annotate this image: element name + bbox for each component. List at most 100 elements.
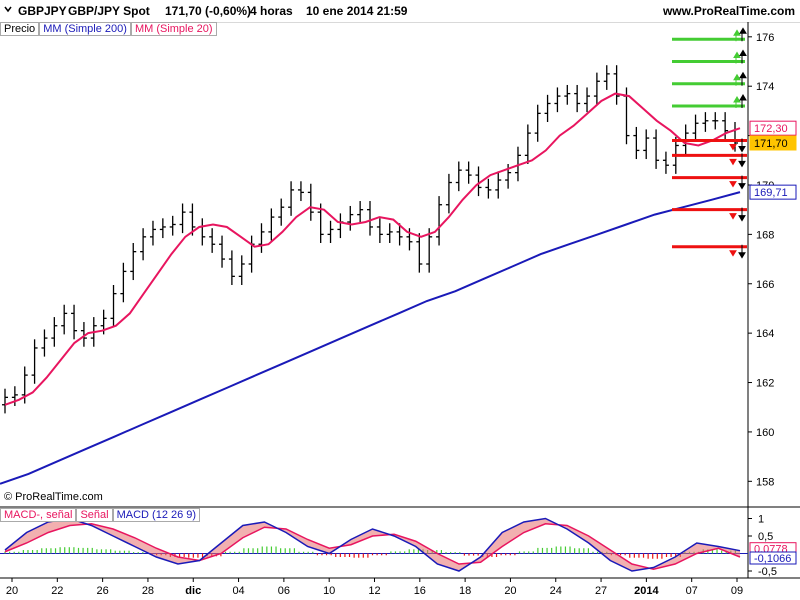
price-bar xyxy=(564,84,571,105)
y-tick-label: 166 xyxy=(756,279,774,291)
macd-y-tick-label: 1 xyxy=(758,514,764,526)
price-bar xyxy=(357,201,364,224)
main-legend: Precio MM (Simple 200) MM (Simple 20) xyxy=(0,22,217,36)
price-bar xyxy=(11,386,18,406)
x-tick-label: 20 xyxy=(6,585,18,597)
up-arrow-icon xyxy=(739,93,747,108)
price-bar xyxy=(514,146,521,182)
down-arrow-icon xyxy=(738,138,746,153)
up-arrow-icon xyxy=(739,27,747,42)
price-bar xyxy=(238,255,245,285)
x-tick-label: 04 xyxy=(232,585,244,597)
y-tick-label: 158 xyxy=(756,476,774,488)
price-bar xyxy=(426,228,433,273)
up-arrow-icon xyxy=(733,95,741,108)
description-label: GBP/JPY Spot xyxy=(68,4,150,18)
price-bar xyxy=(307,183,314,221)
down-arrow-icon xyxy=(729,213,737,220)
legend-signal[interactable]: Señal xyxy=(76,508,113,522)
macd-y-tick-label: 0,5 xyxy=(758,531,773,543)
price-bar xyxy=(593,72,600,105)
y-tick-label: 168 xyxy=(756,229,774,241)
up-arrow-icon xyxy=(739,49,747,64)
x-tick-label: 22 xyxy=(51,585,63,597)
price-bar xyxy=(297,181,304,202)
price-bar xyxy=(258,223,265,253)
price-bar xyxy=(219,235,226,268)
price-bar xyxy=(41,329,48,357)
price-tag-label: 169,71 xyxy=(754,187,788,199)
price-bar xyxy=(692,114,699,142)
legend-macd-line[interactable]: MACD (12 26 9) xyxy=(112,508,201,522)
up-arrow-icon xyxy=(739,71,747,86)
price-bar xyxy=(475,166,482,197)
price-bar xyxy=(248,235,255,273)
price-bar xyxy=(169,215,176,236)
price-tag-label: 172,30 xyxy=(754,123,788,135)
down-arrow-icon xyxy=(738,153,746,168)
price-bar xyxy=(524,124,531,164)
x-tick-label: 16 xyxy=(414,585,426,597)
price-bar xyxy=(465,161,472,184)
price-bar xyxy=(130,243,137,281)
price-bar xyxy=(189,203,196,236)
macd-y-tick-label: -0,5 xyxy=(758,566,777,578)
y-tick-label: 174 xyxy=(756,81,774,93)
price-bar xyxy=(702,112,709,132)
x-tick-label: 2014 xyxy=(634,585,659,597)
price-bar xyxy=(278,198,285,226)
price-bar xyxy=(662,151,669,174)
price-bar xyxy=(386,223,393,244)
datetime-label: 10 ene 2014 21:59 xyxy=(306,4,408,18)
legend-ma20[interactable]: MM (Simple 20) xyxy=(130,22,217,36)
x-tick-label: 28 xyxy=(142,585,154,597)
price-bar xyxy=(159,218,166,239)
price-bar xyxy=(376,218,383,244)
price-bar xyxy=(110,284,117,327)
x-tick-label: 10 xyxy=(323,585,335,597)
price-bar xyxy=(534,104,541,142)
site-label[interactable]: www.ProRealTime.com xyxy=(662,4,795,18)
price-tag-ma20 xyxy=(749,120,797,136)
price-bar xyxy=(327,220,334,244)
signal-tag-label: -0,1066 xyxy=(754,553,791,565)
price-bar xyxy=(544,94,551,123)
price-bar xyxy=(445,173,452,214)
legend-macd-minus[interactable]: MACD-, señal xyxy=(0,508,77,522)
price-tag-label: 171,70 xyxy=(754,138,788,150)
price-bar xyxy=(80,322,87,347)
price-bar xyxy=(31,339,38,384)
down-arrow-icon xyxy=(729,181,737,188)
price-bar xyxy=(613,65,620,105)
price-bar xyxy=(199,218,206,246)
ma200-line xyxy=(0,191,741,485)
up-arrow-icon xyxy=(733,51,741,64)
price-bar xyxy=(120,262,127,303)
symbol-label[interactable]: GBPJPY xyxy=(18,4,67,18)
signal-tag xyxy=(749,551,797,565)
price-bar xyxy=(149,220,156,246)
price-bar xyxy=(347,205,354,231)
x-tick-label: 06 xyxy=(278,585,290,597)
macd-histogram xyxy=(4,546,737,559)
x-tick-label: 27 xyxy=(595,585,607,597)
price-bar xyxy=(416,233,423,273)
legend-ma200[interactable]: MM (Simple 200) xyxy=(39,22,131,36)
chevron-icon[interactable] xyxy=(3,4,13,16)
legend-price[interactable]: Precio xyxy=(0,22,40,36)
x-tick-label: 20 xyxy=(504,585,516,597)
up-arrow-icon xyxy=(733,29,741,42)
price-bar xyxy=(603,65,610,90)
timeframe-label[interactable]: 4 horas xyxy=(250,4,293,18)
down-arrow-icon xyxy=(738,207,746,222)
x-tick-label: 18 xyxy=(459,585,471,597)
price-bar xyxy=(436,196,443,246)
title-bar: GBPJPY GBP/JPY Spot 171,70 (-0,60%) 4 ho… xyxy=(0,0,800,23)
price-bar xyxy=(140,228,147,261)
y-tick-label: 162 xyxy=(756,378,774,390)
price-bar xyxy=(61,304,68,335)
price-bar xyxy=(722,112,729,140)
y-tick-label: 164 xyxy=(756,328,774,340)
price-bar xyxy=(71,304,78,340)
